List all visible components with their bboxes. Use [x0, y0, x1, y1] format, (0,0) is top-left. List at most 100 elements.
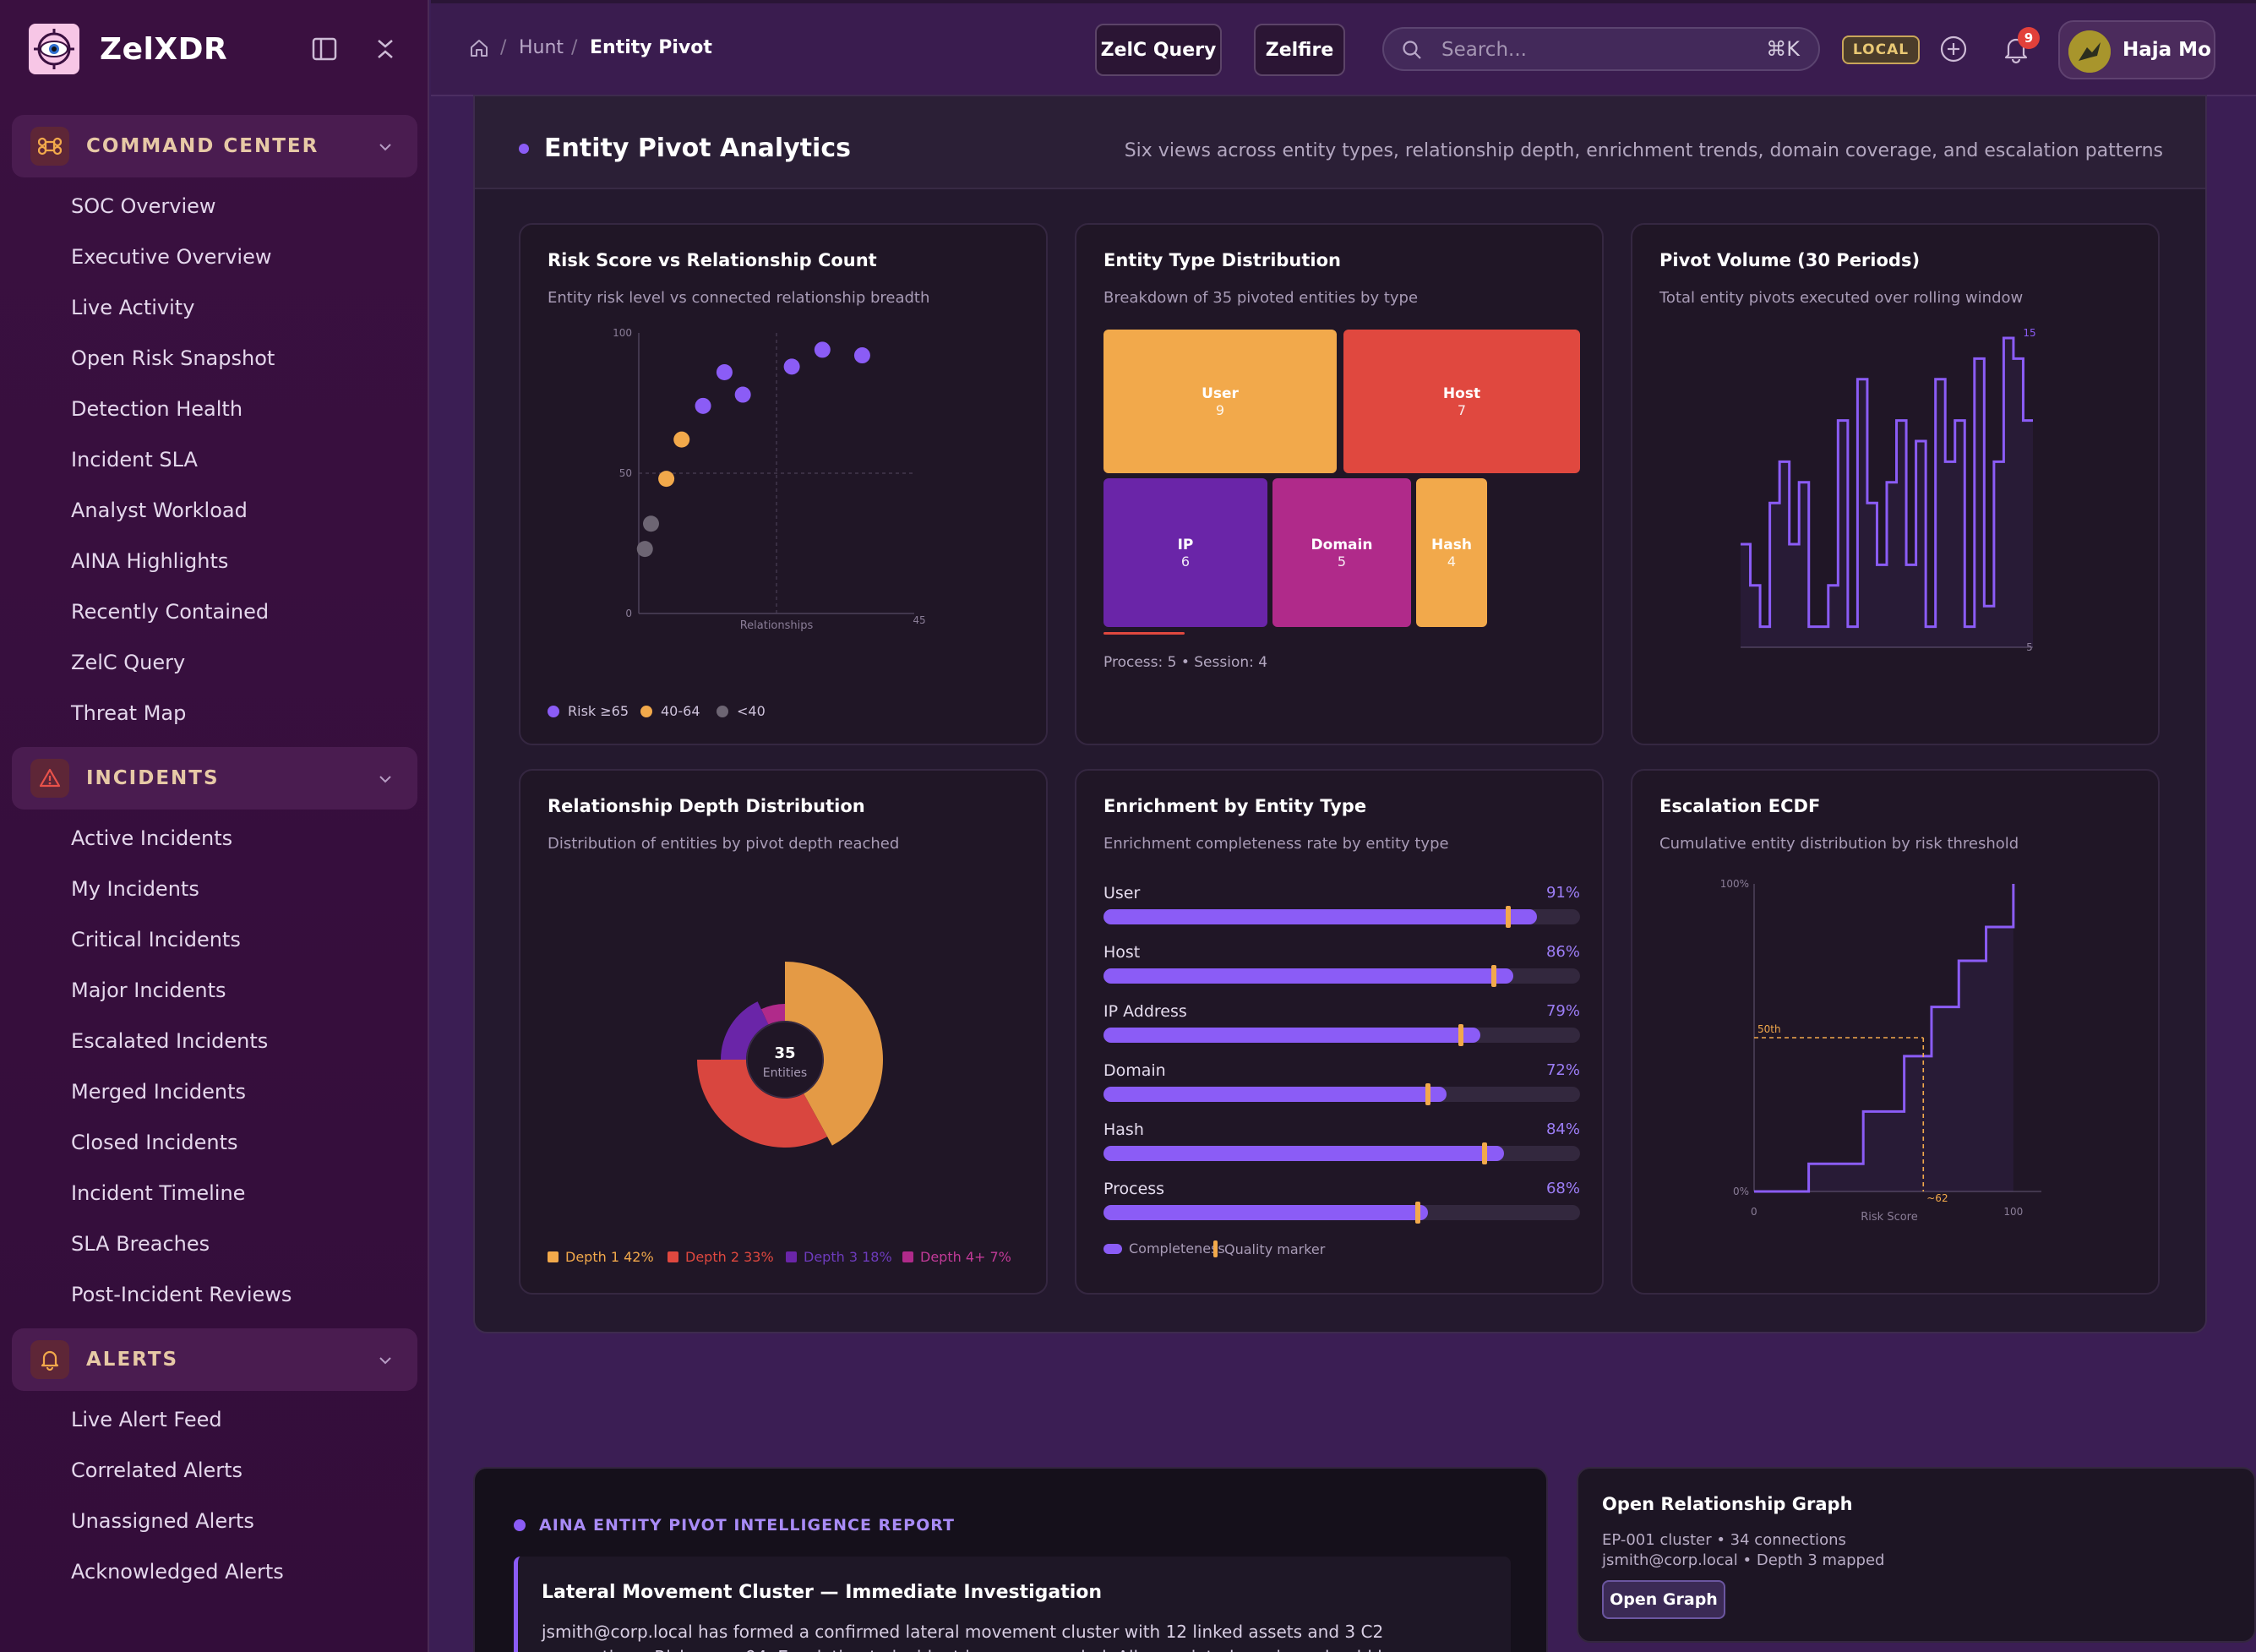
enrichment-bar — [1103, 968, 1514, 984]
sidebar-item-acknowledged-alerts[interactable]: Acknowledged Alerts — [71, 1560, 284, 1584]
enrichment-percent: 86% — [1545, 943, 1580, 961]
x-tick-label: 0 — [1751, 1206, 1757, 1218]
quality-marker — [1482, 1142, 1488, 1164]
min-label: 5 — [2026, 641, 2033, 653]
section-incidents[interactable]: INCIDENTS — [12, 747, 417, 810]
zelxdr-logo — [29, 24, 79, 74]
sidebar-item-live-alert-feed[interactable]: Live Alert Feed — [71, 1408, 222, 1431]
legend-quality-marker: Quality marker — [1213, 1240, 1325, 1257]
sidebar-toggle-icon[interactable] — [309, 34, 340, 64]
finding-heading: Lateral Movement Cluster — Immediate Inv… — [542, 1582, 1103, 1603]
enrichment-label: Host — [1103, 943, 1141, 962]
treemap-cell-ip[interactable]: IP 6 — [1103, 478, 1267, 627]
sidebar-item-detection-health[interactable]: Detection Health — [71, 397, 243, 421]
sidebar-item-aina-highlights[interactable]: AINA Highlights — [71, 549, 229, 573]
enrichment-percent: 91% — [1545, 884, 1580, 902]
sidebar-item-active-incidents[interactable]: Active Incidents — [71, 826, 233, 850]
legend-risk-mid: 40-64 — [640, 703, 700, 719]
sidebar-item-my-incidents[interactable]: My Incidents — [71, 877, 199, 901]
breadcrumb-parent[interactable]: Hunt — [519, 37, 564, 58]
chevron-down-icon[interactable] — [377, 139, 394, 155]
panel-title: Entity Pivot Analytics — [544, 134, 851, 163]
open-graph-button[interactable]: Open Graph — [1602, 1580, 1725, 1619]
sidebar-item-post-incident-reviews[interactable]: Post-Incident Reviews — [71, 1283, 292, 1306]
breadcrumb-current: Entity Pivot — [590, 37, 712, 58]
sidebar-item-sla-breaches[interactable]: SLA Breaches — [71, 1232, 210, 1256]
chevron-down-icon[interactable] — [377, 1352, 394, 1369]
enrichment-track — [1103, 965, 1580, 987]
avatar — [2068, 30, 2111, 73]
sidebar-item-open-risk-snapshot[interactable]: Open Risk Snapshot — [71, 346, 275, 370]
section-command-center[interactable]: COMMAND CENTER — [12, 115, 417, 177]
legend-completeness: Completeness — [1103, 1240, 1225, 1257]
enrichment-percent: 68% — [1545, 1180, 1580, 1197]
search-box[interactable]: Search... ⌘K — [1382, 27, 1820, 71]
sidebar-item-recently-contained[interactable]: Recently Contained — [71, 600, 270, 624]
enrichment-card: Enrichment by Entity Type Enrichment com… — [1075, 769, 1604, 1295]
relationship-graph-card: Open Relationship Graph EP-001 cluster •… — [1577, 1467, 2256, 1643]
quality-marker — [1491, 965, 1497, 987]
sidebar-item-soc-overview[interactable]: SOC Overview — [71, 194, 216, 218]
enrichment-label: User — [1103, 884, 1141, 902]
treemap-cell-host[interactable]: Host 7 — [1343, 330, 1580, 473]
chart-subtitle: Breakdown of 35 pivoted entities by type — [1103, 289, 1419, 307]
scatter-point — [734, 386, 751, 403]
scatter-point — [636, 541, 653, 558]
scatter-point — [642, 515, 659, 532]
treemap-cell-domain[interactable]: Domain 5 — [1272, 478, 1411, 627]
treemap-cell-user[interactable]: User 9 — [1103, 330, 1337, 473]
chart-subtitle: Cumulative entity distribution by risk t… — [1659, 835, 2019, 853]
sidebar-item-executive-overview[interactable]: Executive Overview — [71, 245, 272, 269]
treemap-cell-hash[interactable]: Hash 4 — [1416, 478, 1487, 627]
sidebar-item-threat-map[interactable]: Threat Map — [71, 701, 187, 725]
y-tick-label: 100 — [613, 327, 632, 339]
sidebar-item-correlated-alerts[interactable]: Correlated Alerts — [71, 1458, 243, 1482]
panel-dot — [519, 144, 529, 154]
sidebar-item-live-activity[interactable]: Live Activity — [71, 296, 195, 319]
enrichment-track — [1103, 1024, 1580, 1046]
depth-distribution-card: Relationship Depth Distribution Distribu… — [519, 769, 1048, 1295]
aina-report: AINA ENTITY PIVOT INTELLIGENCE REPORT La… — [473, 1467, 1548, 1652]
legend-depth-2: Depth 2 33% — [668, 1249, 774, 1265]
zelfire-button[interactable]: Zelfire — [1254, 24, 1345, 76]
zelc-query-button[interactable]: ZelC Query — [1095, 24, 1222, 76]
max-label: 15 — [2023, 327, 2035, 339]
enrichment-percent: 79% — [1545, 1002, 1580, 1020]
escalation-ecdf-card: Escalation ECDF Cumulative entity distri… — [1631, 769, 2160, 1295]
enrichment-percent: 84% — [1545, 1120, 1580, 1138]
ecdf-line — [1754, 884, 2015, 1193]
ecdf-area — [1754, 884, 2014, 1191]
sidebar-item-zelc-query[interactable]: ZelC Query — [71, 651, 186, 674]
enrichment-track — [1103, 1202, 1580, 1224]
add-icon[interactable] — [1938, 34, 1969, 64]
report-title: AINA ENTITY PIVOT INTELLIGENCE REPORT — [539, 1516, 955, 1535]
x-tick-label: 100 — [2003, 1206, 2023, 1218]
sidebar-item-unassigned-alerts[interactable]: Unassigned Alerts — [71, 1509, 254, 1533]
chart-title: Escalation ECDF — [1659, 796, 1821, 816]
median-label: 50th — [1757, 1023, 1781, 1035]
chevron-down-icon[interactable] — [377, 771, 394, 788]
sidebar-item-incident-timeline[interactable]: Incident Timeline — [71, 1181, 246, 1205]
report-finding[interactable]: Lateral Movement Cluster — Immediate Inv… — [514, 1557, 1511, 1652]
sidebar-item-major-incidents[interactable]: Major Incidents — [71, 979, 226, 1002]
enrichment-bar — [1103, 1205, 1428, 1220]
sidebar-item-incident-sla[interactable]: Incident SLA — [71, 448, 198, 472]
brand[interactable]: ZelXDR — [29, 22, 227, 76]
home-icon[interactable] — [468, 37, 490, 59]
user-menu[interactable]: Haja Mo — [2058, 20, 2215, 79]
chart-subtitle: Entity risk level vs connected relations… — [548, 289, 930, 307]
sidebar-item-closed-incidents[interactable]: Closed Incidents — [71, 1131, 238, 1154]
search-input[interactable]: Search... — [1441, 39, 1527, 61]
sidebar-item-merged-incidents[interactable]: Merged Incidents — [71, 1080, 247, 1104]
donut-center-value: 35 — [774, 1044, 795, 1062]
sidebar-item-critical-incidents[interactable]: Critical Incidents — [71, 928, 241, 951]
section-alerts[interactable]: ALERTS — [12, 1328, 417, 1391]
warning-icon — [30, 759, 69, 798]
sidebar-item-analyst-workload[interactable]: Analyst Workload — [71, 499, 248, 522]
scatter-plot: 0 50 100 45 Relationships — [613, 327, 926, 632]
command-icon — [30, 127, 69, 166]
treemap-footer: Process: 5 • Session: 4 — [1103, 654, 1268, 671]
sidebar-item-escalated-incidents[interactable]: Escalated Incidents — [71, 1029, 269, 1053]
collapse-icon[interactable] — [370, 34, 401, 64]
notification-count-badge: 9 — [2018, 27, 2040, 49]
